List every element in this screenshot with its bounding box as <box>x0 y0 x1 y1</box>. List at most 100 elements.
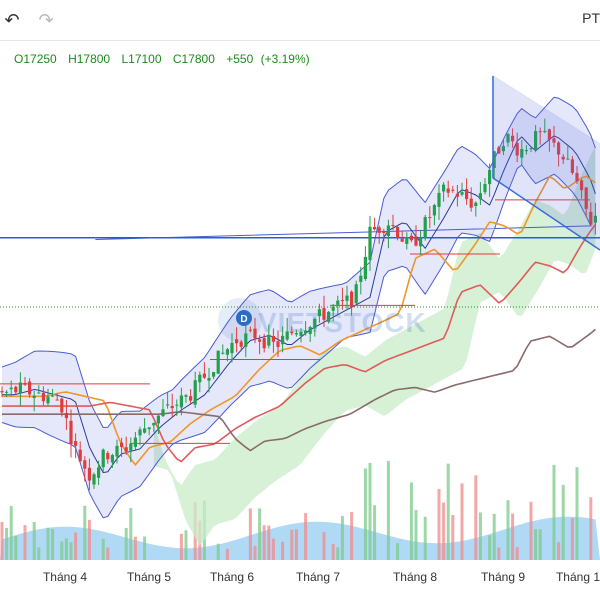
candle-body <box>382 231 386 233</box>
candle-body <box>5 391 9 393</box>
candle-body <box>368 226 372 261</box>
volume-bar <box>497 547 501 560</box>
candle-body <box>501 146 505 152</box>
candle-body <box>110 455 114 463</box>
candle-body <box>161 409 165 417</box>
candle-body <box>46 396 50 404</box>
redo-arrow-icon[interactable]: ↷ <box>38 10 54 30</box>
ma-orange <box>2 175 596 467</box>
candle-body <box>354 284 358 304</box>
candle-body <box>262 338 266 349</box>
candle-body <box>313 318 317 329</box>
candle-body <box>193 380 197 405</box>
volume-bar <box>589 497 593 560</box>
candle-body <box>538 131 542 133</box>
toolbar-right-label[interactable]: PT <box>582 10 600 26</box>
price-chart[interactable]: D VIETSTOCK Tháng 4 Tháng 5 Tháng 6 Tháng 7… <box>0 40 600 600</box>
volume-bar <box>262 525 266 560</box>
candle-body <box>446 188 450 193</box>
x-tick-label: Tháng 5 <box>127 570 171 584</box>
volume-bar <box>552 464 556 560</box>
candle-body <box>124 447 128 452</box>
candle-body <box>327 311 331 322</box>
ohlc-close-label: C <box>172 52 182 66</box>
volume-bar <box>216 543 220 560</box>
volume-bar <box>336 547 340 560</box>
ohlc-high-label: H <box>68 52 77 66</box>
volume-bar <box>0 521 4 560</box>
candle-body <box>216 350 220 374</box>
volume-bar <box>451 514 455 560</box>
volume-bar <box>51 529 55 560</box>
candle-body <box>552 138 556 143</box>
candle-body <box>267 334 271 346</box>
candle-body <box>478 193 482 200</box>
candle-body <box>506 134 510 143</box>
volume-bar <box>557 542 561 560</box>
watermark-text: VIETSTOCK <box>258 307 427 338</box>
candle-body <box>363 256 367 280</box>
undo-arrow-icon[interactable]: ↶ <box>4 10 20 30</box>
volume-bar <box>184 530 188 560</box>
candle-body <box>396 227 400 238</box>
candle-body <box>239 341 243 347</box>
candle-body <box>419 237 423 247</box>
candle-body <box>547 129 551 140</box>
volume-bar <box>69 542 73 560</box>
candle-body <box>175 404 179 406</box>
volume-bar <box>363 468 367 560</box>
candle-body <box>37 392 41 394</box>
volume-bar <box>331 543 335 560</box>
candle-body <box>451 189 455 191</box>
candle-body <box>230 342 234 354</box>
candle-body <box>570 159 574 173</box>
candle-body <box>281 335 285 345</box>
volume-bar <box>9 506 13 560</box>
ma-brown <box>2 328 596 452</box>
volume-bar <box>460 483 464 560</box>
candle-body <box>442 184 446 192</box>
ichimoku-cloud <box>153 146 596 546</box>
volume-bar <box>290 529 294 560</box>
volume-bar <box>37 547 41 560</box>
candle-body <box>423 217 427 239</box>
volume-bar <box>511 513 515 560</box>
candle-body <box>529 148 533 150</box>
candle-body <box>253 328 257 339</box>
volume-bar <box>83 505 87 560</box>
ohlc-close: 17800 <box>181 52 215 66</box>
candle-body <box>212 372 216 377</box>
candlesticks-layer <box>0 118 597 491</box>
candle-body <box>304 330 308 334</box>
candle-body <box>469 198 473 208</box>
candle-body <box>106 453 110 460</box>
candle-body <box>184 395 188 397</box>
candle-body <box>400 238 404 242</box>
watermark-badge-dot <box>236 310 252 326</box>
volume-bar <box>23 525 27 560</box>
volume-bar <box>492 513 496 560</box>
x-axis: Tháng 4 Tháng 5 Tháng 6 Tháng 7 Tháng 8 Tháng… <box>43 570 600 584</box>
candle-body <box>350 291 354 308</box>
candle-body <box>345 295 349 301</box>
candle-body <box>235 339 239 344</box>
candle-body <box>18 382 22 394</box>
volume-bar <box>368 462 372 560</box>
candle-body <box>322 308 326 320</box>
candle-body <box>97 467 101 478</box>
candle-body <box>202 373 206 378</box>
candle-body <box>143 428 147 433</box>
candle-body <box>133 437 137 447</box>
volume-bar <box>5 527 9 560</box>
ohlc-high: 17800 <box>76 52 111 66</box>
volume-bar <box>271 538 275 560</box>
candle-body <box>92 474 96 485</box>
volume-bar <box>106 547 110 560</box>
candle-body <box>492 151 496 168</box>
volume-bar <box>294 529 298 560</box>
candle-body <box>331 306 335 311</box>
candle-body <box>14 386 18 393</box>
volume-bar <box>570 518 574 560</box>
candle-body <box>290 331 294 334</box>
volume-bar <box>515 547 519 560</box>
